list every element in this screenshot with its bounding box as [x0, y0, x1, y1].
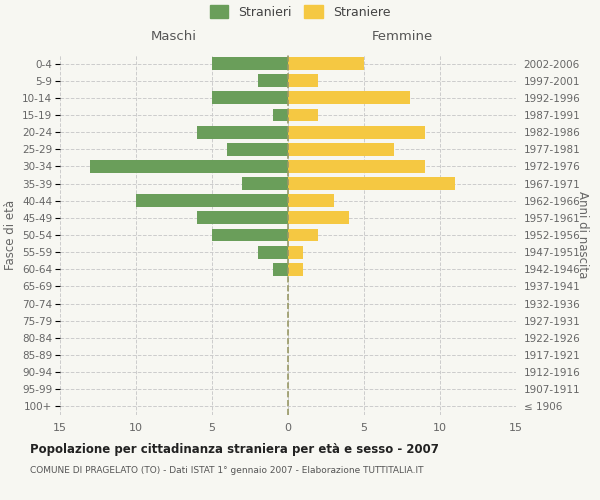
- Bar: [288, 108, 319, 122]
- Bar: [288, 263, 303, 276]
- Bar: [212, 57, 288, 70]
- Bar: [197, 126, 288, 138]
- Bar: [197, 212, 288, 224]
- Bar: [288, 92, 410, 104]
- Bar: [136, 194, 288, 207]
- Bar: [288, 194, 334, 207]
- Text: COMUNE DI PRAGELATO (TO) - Dati ISTAT 1° gennaio 2007 - Elaborazione TUTTITALIA.: COMUNE DI PRAGELATO (TO) - Dati ISTAT 1°…: [30, 466, 424, 475]
- Bar: [288, 177, 455, 190]
- Y-axis label: Fasce di età: Fasce di età: [4, 200, 17, 270]
- Bar: [288, 74, 319, 87]
- Bar: [91, 160, 288, 173]
- Bar: [273, 108, 288, 122]
- Bar: [242, 177, 288, 190]
- Text: Femmine: Femmine: [371, 30, 433, 43]
- Bar: [288, 228, 319, 241]
- Bar: [288, 126, 425, 138]
- Bar: [288, 212, 349, 224]
- Legend: Stranieri, Straniere: Stranieri, Straniere: [205, 0, 395, 24]
- Bar: [288, 57, 364, 70]
- Bar: [273, 263, 288, 276]
- Bar: [288, 246, 303, 258]
- Bar: [257, 246, 288, 258]
- Bar: [227, 143, 288, 156]
- Bar: [288, 143, 394, 156]
- Bar: [212, 228, 288, 241]
- Bar: [257, 74, 288, 87]
- Bar: [212, 92, 288, 104]
- Text: Popolazione per cittadinanza straniera per età e sesso - 2007: Popolazione per cittadinanza straniera p…: [30, 442, 439, 456]
- Text: Maschi: Maschi: [151, 30, 197, 43]
- Bar: [288, 160, 425, 173]
- Y-axis label: Anni di nascita: Anni di nascita: [576, 192, 589, 278]
